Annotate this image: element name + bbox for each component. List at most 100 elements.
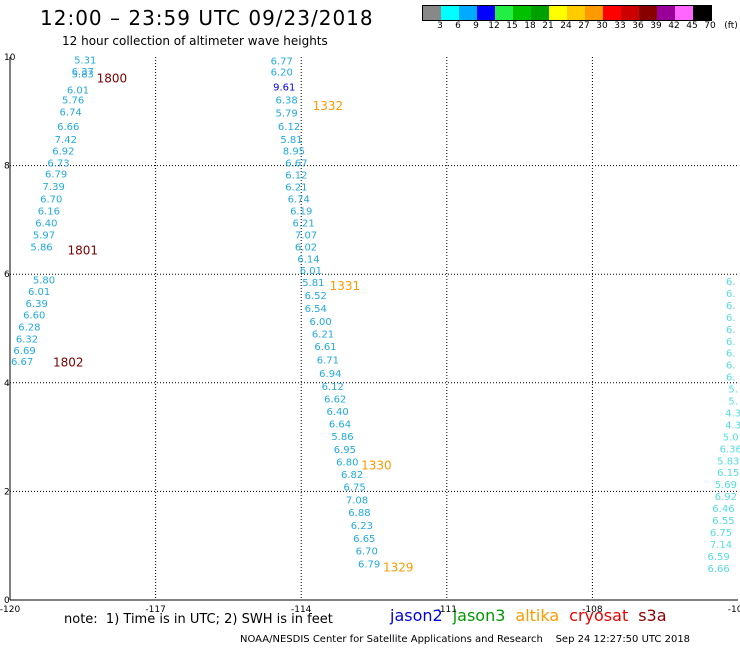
legend-swatch — [549, 6, 567, 20]
wave-height-value: 6.01 — [67, 85, 89, 96]
wave-height-value: 6.15 — [717, 468, 739, 479]
wave-height-value: 5.69 — [715, 480, 737, 491]
wave-height-value: 6.66 — [707, 564, 729, 575]
wave-height-value: 5.80 — [33, 275, 55, 286]
wave-height-value: 6.64 — [329, 419, 351, 430]
satellite-legend-jason2: jason2 — [390, 606, 443, 625]
wave-height-value: 9.61 — [273, 83, 295, 94]
wave-height-value: 6.79 — [45, 170, 67, 181]
wave-height-value: 6.95 — [334, 445, 356, 456]
legend-swatch — [513, 6, 531, 20]
wave-height-value: 6. — [726, 325, 736, 336]
pass-number-label: 1331 — [330, 279, 361, 293]
legend-label: 30 — [596, 21, 608, 31]
legend-swatch — [675, 6, 693, 20]
satellite-legend-altika: altika — [515, 606, 560, 625]
y-tick-label: 2 — [4, 487, 10, 497]
legend-label: 70 — [704, 21, 716, 31]
legend-label: 33 — [614, 21, 626, 31]
wave-height-value: 6. — [726, 277, 736, 288]
pass-number-label: 1329 — [383, 560, 414, 574]
legend-swatch — [621, 6, 639, 20]
y-tick-label: 0 — [4, 596, 10, 606]
wave-height-value: 6.75 — [343, 482, 365, 493]
wave-height-value: 6.61 — [314, 342, 336, 353]
pass-number-label: 1800 — [97, 72, 128, 86]
wave-height-value: 6.71 — [317, 355, 339, 366]
wave-height-value: 6.67 — [285, 159, 307, 170]
legend-label: 24 — [560, 21, 572, 31]
legend-label: (ft) — [724, 21, 738, 31]
legend-label: 42 — [668, 21, 680, 31]
wave-height-value: 6.16 — [38, 206, 60, 217]
wave-height-value: 5.81 — [302, 278, 324, 289]
wave-height-value: 6.12 — [278, 122, 300, 133]
x-tick-label: -120 — [0, 605, 20, 615]
legend-swatch — [693, 6, 711, 20]
wave-height-value: 5. — [728, 397, 738, 408]
wave-height-value: 6.92 — [715, 492, 737, 503]
wave-height-value: 5.83 — [717, 456, 739, 467]
wave-height-value: 5.86 — [331, 432, 353, 443]
satellite-legend-s3a: s3a — [638, 606, 667, 625]
wave-height-value: 6.60 — [23, 311, 45, 322]
y-tick-label: 6 — [4, 270, 10, 280]
wave-height-value: 6.65 — [353, 534, 375, 545]
wave-height-value: 6.62 — [324, 394, 346, 405]
legend-swatch — [585, 6, 603, 20]
wave-height-value: 6.77 — [271, 57, 293, 68]
legend-label: 6 — [455, 21, 461, 31]
wave-height-value: 6.37 — [72, 67, 94, 78]
wave-height-value: 6.70 — [356, 546, 378, 557]
wave-height-value: 4.3 — [725, 408, 740, 419]
wave-height-value: 5.81 — [280, 135, 302, 146]
map-title: 12:00 – 23:59 UTC 09/23/2018 — [40, 6, 374, 30]
wave-height-value: 6.79 — [358, 559, 380, 570]
legend-swatch — [531, 6, 549, 20]
wave-height-value: 6.32 — [16, 335, 38, 346]
wave-height-value: 6.74 — [60, 108, 82, 119]
wave-height-value: 6.38 — [276, 96, 298, 107]
wave-height-value: 6.70 — [40, 195, 62, 206]
wave-height-value: 5.31 — [74, 56, 96, 67]
wave-height-value: 5.83 — [72, 70, 94, 81]
wave-height-value: 6.69 — [13, 346, 35, 357]
y-tick-label: 8 — [4, 162, 10, 172]
wave-height-value: 6.40 — [326, 407, 348, 418]
wave-height-value: 6.66 — [57, 122, 79, 133]
legend-label: 39 — [650, 21, 662, 31]
pass-number-label: 1802 — [53, 356, 84, 370]
x-tick-label: -111 — [437, 605, 457, 615]
legend-label: 27 — [578, 21, 590, 31]
wave-height-value: 4.3 — [725, 420, 740, 431]
y-tick-label: 4 — [4, 379, 10, 389]
legend-swatch — [603, 6, 621, 20]
wave-height-value: 6.74 — [288, 195, 310, 206]
map-subtitle: 12 hour collection of altimeter wave hei… — [62, 34, 328, 48]
wave-height-value: 6.12 — [322, 382, 344, 393]
wave-height-value: 6.36 — [720, 444, 740, 455]
wave-height-value: 6.55 — [712, 516, 734, 527]
wave-height-value: 6.80 — [336, 457, 358, 468]
wave-height-value: 5.97 — [33, 230, 55, 241]
wave-height-value: 6.75 — [710, 528, 732, 539]
wave-height-value: 6.19 — [290, 206, 312, 217]
legend-label: 15 — [506, 21, 518, 31]
wave-height-value: 5.0 — [723, 432, 739, 443]
satellite-legend-cryosat: cryosat — [569, 606, 629, 625]
legend-swatch — [567, 6, 585, 20]
wave-height-value: 6.12 — [285, 171, 307, 182]
legend-label: 18 — [524, 21, 536, 31]
wave-height-value: 6.52 — [305, 291, 327, 302]
wave-height-value: 6.23 — [351, 521, 373, 532]
wave-height-value: 6.54 — [305, 304, 327, 315]
wave-height-value: 7.07 — [295, 230, 317, 241]
wave-height-value: 7.39 — [43, 182, 65, 193]
wave-height-value: 6. — [726, 349, 736, 360]
wave-height-value: 6. — [726, 301, 736, 312]
wave-height-value: 6.21 — [312, 330, 334, 341]
wave-height-value: 6.94 — [319, 369, 341, 380]
wave-height-value: 7.14 — [710, 540, 732, 551]
wave-height-value: 6. — [726, 373, 736, 384]
